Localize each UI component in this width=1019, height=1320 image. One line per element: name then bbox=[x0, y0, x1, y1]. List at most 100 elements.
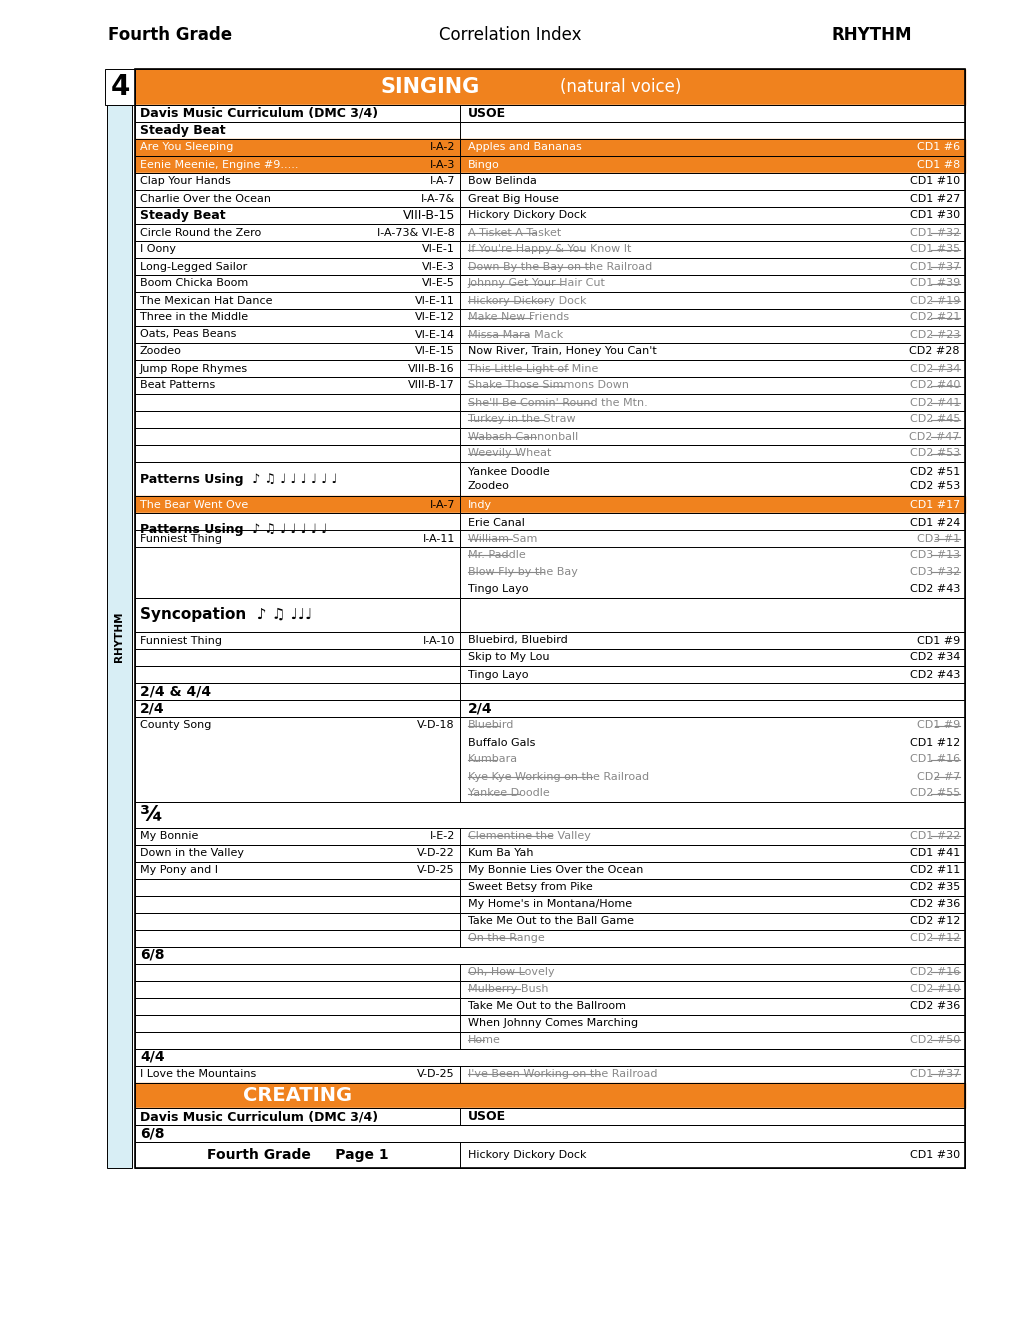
Bar bbox=[135, 682, 964, 700]
Text: Make New Friends: Make New Friends bbox=[468, 313, 569, 322]
Text: CD2 #12: CD2 #12 bbox=[909, 933, 959, 942]
Text: Great Big House: Great Big House bbox=[468, 194, 558, 203]
Text: CD1 #8: CD1 #8 bbox=[916, 160, 959, 169]
Text: CD1 #6: CD1 #6 bbox=[916, 143, 959, 153]
Text: Clementine the Valley: Clementine the Valley bbox=[468, 832, 590, 841]
Bar bbox=[135, 828, 964, 845]
Text: VI-E-5: VI-E-5 bbox=[422, 279, 454, 289]
Bar bbox=[135, 496, 964, 513]
Bar bbox=[135, 895, 964, 912]
Text: Tingo Layo: Tingo Layo bbox=[468, 669, 528, 680]
Text: CD2 #35: CD2 #35 bbox=[909, 882, 959, 892]
Text: A Tisket A Tasket: A Tisket A Tasket bbox=[468, 227, 560, 238]
Text: My Bonnie Lies Over the Ocean: My Bonnie Lies Over the Ocean bbox=[468, 865, 643, 875]
Bar bbox=[135, 69, 964, 106]
Text: CD2 #7: CD2 #7 bbox=[916, 771, 959, 781]
Text: VI-E-3: VI-E-3 bbox=[422, 261, 454, 272]
Text: CD2 #21: CD2 #21 bbox=[909, 313, 959, 322]
Text: 2/4 & 4/4: 2/4 & 4/4 bbox=[140, 685, 211, 698]
Bar bbox=[135, 667, 964, 682]
Text: CD2 #34: CD2 #34 bbox=[909, 652, 959, 663]
Text: Fourth Grade: Fourth Grade bbox=[108, 26, 232, 44]
Text: Syncopation  ♪ ♫ ♩♩♩: Syncopation ♪ ♫ ♩♩♩ bbox=[140, 607, 312, 623]
Text: Bluebird, Bluebird: Bluebird, Bluebird bbox=[468, 635, 568, 645]
Text: Kumbara: Kumbara bbox=[468, 755, 518, 764]
Text: Oats, Peas Beans: Oats, Peas Beans bbox=[140, 330, 236, 339]
Text: 6/8: 6/8 bbox=[140, 948, 164, 962]
Text: CD1 #32: CD1 #32 bbox=[909, 227, 959, 238]
Bar bbox=[135, 106, 964, 121]
Bar bbox=[135, 309, 964, 326]
Bar bbox=[135, 1015, 964, 1031]
Text: I-A-10: I-A-10 bbox=[422, 635, 454, 645]
Text: Indy: Indy bbox=[468, 499, 491, 510]
Text: This Little Light of Mine: This Little Light of Mine bbox=[468, 363, 598, 374]
Bar bbox=[135, 378, 964, 393]
Text: The Bear Went Ove: The Bear Went Ove bbox=[140, 499, 248, 510]
Text: SINGING: SINGING bbox=[380, 77, 479, 96]
Text: Davis Music Curriculum (DMC 3/4): Davis Music Curriculum (DMC 3/4) bbox=[140, 107, 378, 120]
Text: Johnny Get Your Hair Cut: Johnny Get Your Hair Cut bbox=[468, 279, 605, 289]
Text: CD2 #40: CD2 #40 bbox=[909, 380, 959, 391]
Text: Buffalo Gals: Buffalo Gals bbox=[468, 738, 535, 747]
Bar bbox=[135, 462, 964, 496]
Text: CD2 #10: CD2 #10 bbox=[909, 983, 959, 994]
Text: Zoodeo: Zoodeo bbox=[140, 346, 181, 356]
Text: CD2 #19: CD2 #19 bbox=[909, 296, 959, 305]
Text: Bluebird: Bluebird bbox=[468, 721, 514, 730]
Text: Down By the Bay on the Railroad: Down By the Bay on the Railroad bbox=[468, 261, 651, 272]
Bar bbox=[135, 879, 964, 895]
Text: CD2 #43: CD2 #43 bbox=[909, 669, 959, 680]
Text: Hickory Dickory Dock: Hickory Dickory Dock bbox=[468, 1150, 586, 1160]
Text: CD1 #35: CD1 #35 bbox=[909, 244, 959, 255]
Bar bbox=[135, 632, 964, 649]
Text: CD1 #30: CD1 #30 bbox=[909, 1150, 959, 1160]
Text: I've Been Working on the Railroad: I've Been Working on the Railroad bbox=[468, 1069, 657, 1078]
Text: 6/8: 6/8 bbox=[140, 1126, 164, 1140]
Text: (natural voice): (natural voice) bbox=[559, 78, 681, 96]
Text: CD1 #17: CD1 #17 bbox=[909, 499, 959, 510]
Bar bbox=[135, 1082, 964, 1107]
Text: Kum Ba Yah: Kum Ba Yah bbox=[468, 847, 533, 858]
Text: RHYTHM: RHYTHM bbox=[830, 26, 911, 44]
Bar bbox=[135, 190, 964, 207]
Bar bbox=[135, 393, 964, 411]
Text: I-A-7: I-A-7 bbox=[429, 177, 454, 186]
Bar bbox=[135, 242, 964, 257]
Bar bbox=[135, 224, 964, 242]
Text: VIII-B-16: VIII-B-16 bbox=[408, 363, 454, 374]
Text: CD2 #51: CD2 #51 bbox=[909, 467, 959, 478]
Text: CD2 #47: CD2 #47 bbox=[909, 432, 959, 441]
Text: CD3 #32: CD3 #32 bbox=[909, 568, 959, 577]
Text: 2/4: 2/4 bbox=[468, 701, 492, 715]
Text: Three in the Middle: Three in the Middle bbox=[140, 313, 248, 322]
Bar bbox=[135, 964, 964, 981]
Text: Apples and Bananas: Apples and Bananas bbox=[468, 143, 581, 153]
Bar bbox=[135, 912, 964, 929]
Text: Long-Legged Sailor: Long-Legged Sailor bbox=[140, 261, 247, 272]
Text: I-A-7&: I-A-7& bbox=[421, 194, 454, 203]
Text: Eenie Meenie, Engine #9.....: Eenie Meenie, Engine #9..... bbox=[140, 160, 299, 169]
Text: Jump Rope Rhymes: Jump Rope Rhymes bbox=[140, 363, 248, 374]
Bar bbox=[135, 531, 964, 598]
Text: Bow Belinda: Bow Belinda bbox=[468, 177, 536, 186]
Bar bbox=[135, 343, 964, 360]
Bar bbox=[107, 106, 131, 1167]
Bar bbox=[135, 275, 964, 292]
Bar bbox=[135, 428, 964, 445]
Text: Now River, Train, Honey You Can't: Now River, Train, Honey You Can't bbox=[468, 346, 656, 356]
Text: Bingo: Bingo bbox=[468, 160, 499, 169]
Text: CD3 #1: CD3 #1 bbox=[916, 533, 959, 544]
Bar bbox=[135, 173, 964, 190]
Bar bbox=[135, 845, 964, 862]
Text: CD1 #27: CD1 #27 bbox=[909, 194, 959, 203]
Text: Steady Beat: Steady Beat bbox=[140, 124, 225, 137]
Text: Yankee Doodle: Yankee Doodle bbox=[468, 788, 549, 799]
Text: Home: Home bbox=[468, 1035, 500, 1045]
Text: CD1 #22: CD1 #22 bbox=[909, 832, 959, 841]
Text: Patterns Using  ♪ ♫ ♩ ♩ ♩ ♩ ♩: Patterns Using ♪ ♫ ♩ ♩ ♩ ♩ ♩ bbox=[140, 524, 327, 536]
Text: CD2 #36: CD2 #36 bbox=[909, 1001, 959, 1011]
Text: Wabash Cannonball: Wabash Cannonball bbox=[468, 432, 578, 441]
Text: Weevily Wheat: Weevily Wheat bbox=[468, 449, 551, 458]
Bar bbox=[135, 803, 964, 828]
